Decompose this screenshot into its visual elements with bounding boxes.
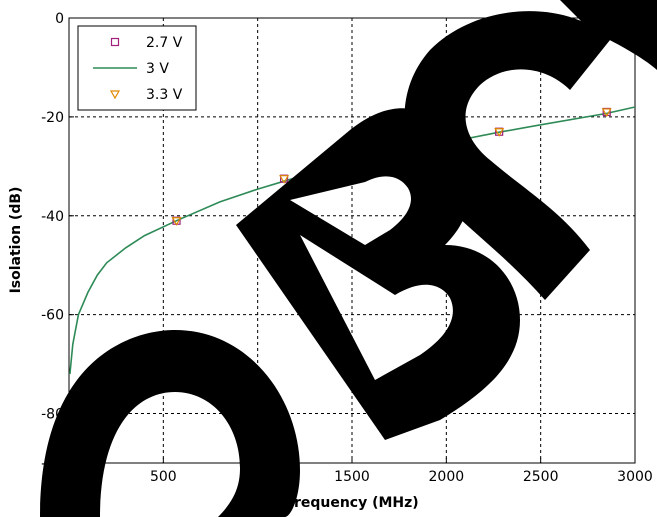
series-3-3v-marker (171, 217, 182, 226)
legend: 2.7 V 3 V 3.3 V (77, 25, 197, 111)
x-tick-label: 1500 (334, 469, 370, 485)
legend-marker-sample (109, 90, 121, 100)
legend-marker-sample (110, 37, 120, 47)
y-tick-label: -60 (41, 308, 64, 324)
x-tick-label: 500 (150, 469, 177, 485)
x-axis-label: Frequency (MHz) (285, 495, 418, 511)
series-3-3v-marker (279, 175, 290, 184)
y-axis-label: Isolation (dB) (8, 187, 24, 294)
y-tick-label: -40 (41, 209, 64, 225)
x-tick-label: 2500 (523, 469, 559, 485)
x-tick-label: 2000 (429, 469, 465, 485)
x-tick-label: 3000 (617, 469, 653, 485)
series-line-3v (69, 106, 636, 375)
series-layer (69, 106, 636, 375)
y-tick-label: 0 (55, 11, 64, 27)
obso-watermark (40, 0, 657, 517)
y-tick-label: -20 (41, 110, 64, 126)
legend-label: 2.7 V (146, 35, 183, 51)
series-3-3v-marker (601, 108, 612, 118)
legend-label: 3 V (146, 61, 169, 77)
legend-label: 3.3 V (146, 87, 183, 103)
series-3-3v-marker (494, 128, 505, 137)
